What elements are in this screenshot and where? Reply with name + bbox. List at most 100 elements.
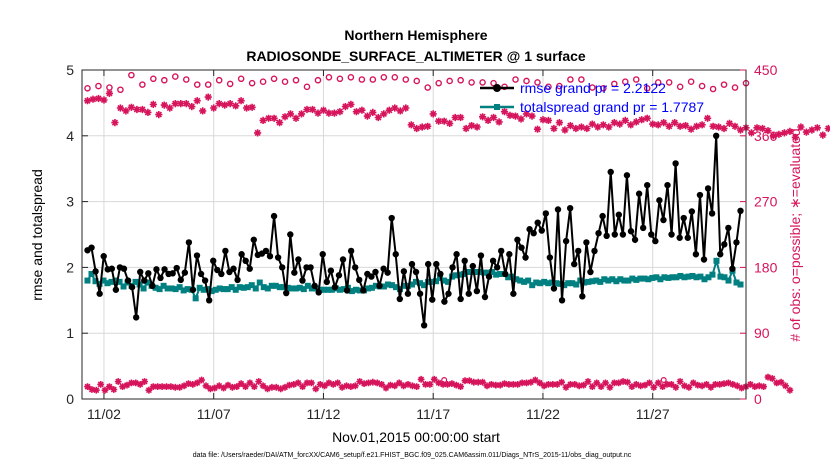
- obs-evaluated-marker: [577, 123, 585, 131]
- obs-evaluated-marker: [418, 123, 426, 131]
- obs-possible-marker: [621, 78, 629, 85]
- low-evaluated-marker: [259, 382, 267, 390]
- obs-evaluated-marker: [297, 110, 306, 118]
- obs-possible-marker: [665, 79, 673, 86]
- rmse-marker: [384, 269, 391, 276]
- low-evaluated-marker: [514, 381, 522, 388]
- rmse-marker: [652, 237, 659, 245]
- spread-marker: [336, 286, 343, 293]
- low-evaluated-marker: [229, 383, 236, 391]
- rmse-marker: [546, 254, 554, 261]
- obs-possible-marker: [709, 85, 717, 93]
- obs-evaluated-marker: [160, 101, 168, 109]
- obs-possible-marker: [589, 84, 596, 91]
- obs-evaluated-marker: [616, 120, 624, 128]
- obs-evaluated-marker: [660, 119, 668, 127]
- low-evaluated-marker: [193, 379, 201, 387]
- obs-evaluated-marker: [698, 121, 706, 129]
- low-evaluated-marker: [751, 383, 759, 390]
- obs-possible-marker: [446, 77, 453, 85]
- obs-evaluated-marker: [731, 122, 739, 130]
- obs-evaluated-marker: [358, 106, 366, 114]
- obs-evaluated-marker: [468, 122, 476, 130]
- rmse-marker: [287, 231, 294, 238]
- rmse-marker: [408, 260, 416, 268]
- obs-possible-marker: [325, 74, 333, 81]
- rmse-marker: [660, 216, 667, 224]
- low-evaluated-marker: [400, 382, 407, 390]
- obs-possible-marker: [128, 71, 135, 79]
- y-tick-label-right: 270: [754, 194, 778, 210]
- low-evaluated-marker: [777, 378, 785, 386]
- rmse-marker: [149, 282, 156, 290]
- spread-marker: [220, 286, 227, 293]
- spread-marker: [453, 272, 460, 279]
- obs-evaluated-marker: [802, 128, 810, 136]
- low-evaluated-marker: [211, 384, 219, 392]
- low-evaluated-marker: [602, 379, 609, 387]
- obs-evaluated-marker: [122, 107, 130, 115]
- spread-marker: [681, 274, 688, 281]
- rmse-marker: [498, 247, 505, 255]
- rmse-marker: [485, 273, 493, 280]
- obs-evaluated-marker: [319, 106, 328, 114]
- obs-evaluated-marker: [308, 105, 317, 114]
- rmse-marker: [619, 231, 627, 238]
- low-evaluated-marker: [242, 383, 249, 390]
- spread-marker: [525, 277, 532, 284]
- low-evaluated-marker: [329, 381, 337, 388]
- low-evaluated-marker: [185, 380, 192, 387]
- rmse-marker: [684, 234, 691, 241]
- low-evaluated-marker: [237, 380, 245, 387]
- low-evaluated-marker: [369, 378, 377, 386]
- spread-marker: [116, 278, 123, 285]
- y-tick-label-left: 4: [66, 128, 74, 144]
- obs-possible-marker: [248, 79, 256, 87]
- obs-evaluated-marker: [736, 126, 745, 134]
- obs-evaluated-marker: [605, 123, 613, 131]
- rmse-marker: [627, 228, 635, 235]
- rmse-series: [84, 132, 744, 329]
- obs-evaluated-marker: [693, 122, 701, 130]
- spread-marker: [553, 280, 560, 287]
- rmse-marker: [611, 231, 618, 238]
- obs-possible-marker: [171, 73, 179, 80]
- low-evaluated-marker: [668, 381, 675, 388]
- low-evaluated-marker: [681, 382, 688, 390]
- low-obs-series: [84, 373, 794, 394]
- obs-possible-marker: [204, 81, 212, 88]
- obs-possible-marker: [402, 76, 410, 83]
- low-evaluated-marker: [255, 378, 263, 385]
- rmse-marker: [124, 277, 132, 284]
- obs-evaluated-marker: [572, 124, 580, 133]
- low-evaluated-marker: [250, 383, 258, 390]
- spread-marker: [649, 274, 656, 281]
- rmse-marker: [704, 185, 712, 192]
- rmse-marker: [291, 269, 298, 276]
- rmse-marker: [197, 270, 205, 278]
- low-evaluated-marker: [268, 383, 276, 391]
- low-evaluated-marker: [536, 379, 544, 387]
- spread-marker: [457, 271, 464, 278]
- low-evaluated-marker: [527, 378, 535, 386]
- low-evaluated-marker: [347, 383, 355, 390]
- low-evaluated-marker: [505, 381, 513, 388]
- rmse-marker: [335, 272, 343, 279]
- low-evaluated-marker: [404, 381, 412, 388]
- low-evaluated-marker: [88, 386, 96, 393]
- x-tick-label: 11/27: [636, 406, 670, 422]
- obs-evaluated-marker: [775, 130, 783, 138]
- obs-evaluated-marker: [215, 100, 223, 108]
- rmse-marker: [278, 264, 286, 271]
- obs-possible-marker: [523, 77, 530, 85]
- spread-marker: [96, 280, 103, 287]
- obs-evaluated-marker: [682, 122, 690, 130]
- obs-evaluated-marker: [550, 124, 558, 133]
- low-evaluated-marker: [694, 381, 702, 389]
- low-evaluated-marker: [654, 379, 662, 387]
- rmse-marker: [173, 264, 180, 272]
- spread-marker: [396, 286, 403, 293]
- spread-marker: [413, 278, 420, 285]
- low-evaluated-marker: [430, 375, 438, 383]
- obs-evaluated-marker: [539, 116, 547, 124]
